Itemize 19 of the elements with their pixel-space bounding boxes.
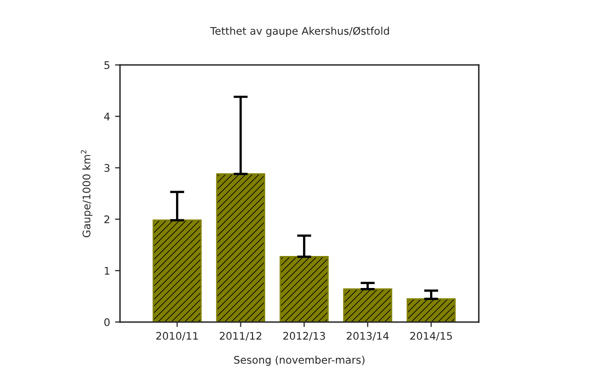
x-tick-label: 2013/14 (346, 332, 389, 341)
x-axis-title: Sesong (november-mars) (234, 356, 364, 366)
x-tick-label: 2012/13 (283, 332, 325, 341)
y-tick-label: 3 (104, 164, 110, 172)
bar (152, 220, 202, 322)
y-tick-label: 4 (104, 112, 110, 120)
x-tick-label: 2011/12 (220, 332, 262, 341)
bar (343, 288, 392, 322)
y-axis-title: Gaupe/1000 km$^{2}$ (80, 150, 92, 238)
y-tick-label: 2 (104, 215, 110, 224)
y-tick-label: 0 (104, 318, 110, 326)
bar (280, 256, 329, 322)
x-tick-label: 2010/11 (156, 332, 198, 341)
y-tick-label: 1 (104, 266, 110, 275)
chart-title: Tetthet av gaupe Akershus/Østfold (210, 26, 389, 37)
bar (406, 298, 456, 322)
y-tick-label: 5 (104, 61, 110, 70)
bar (216, 173, 266, 322)
x-tick-label: 2014/15 (410, 332, 452, 341)
